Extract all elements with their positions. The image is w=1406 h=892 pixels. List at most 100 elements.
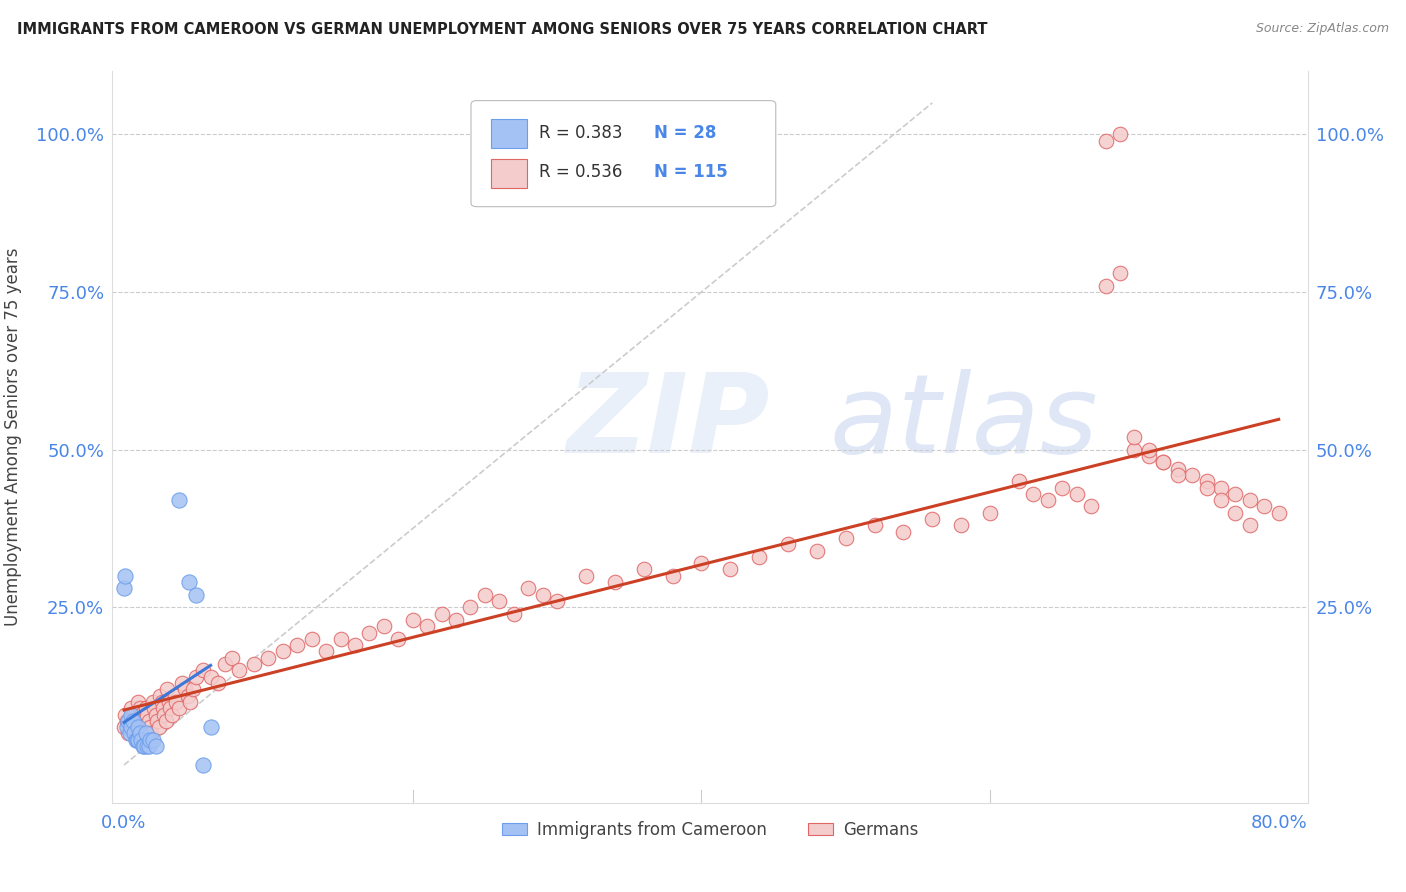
Point (181, 682, 204, 697)
FancyBboxPatch shape (491, 119, 527, 148)
Point (121, 707, 143, 722)
Point (921, 512, 943, 526)
Point (153, 707, 176, 722)
Point (138, 714, 160, 728)
Point (163, 689, 186, 703)
Point (1209, 481, 1232, 495)
Point (120, 720, 142, 734)
Point (186, 588, 208, 602)
Point (661, 569, 683, 583)
Point (343, 638, 366, 652)
Point (214, 657, 236, 671)
Point (1209, 493, 1232, 508)
Point (285, 638, 308, 652)
Point (243, 657, 266, 671)
Point (156, 682, 179, 697)
Point (134, 739, 156, 753)
Point (125, 726, 148, 740)
Point (1167, 461, 1189, 475)
Point (1195, 474, 1218, 488)
Legend: Immigrants from Cameroon, Germans: Immigrants from Cameroon, Germans (495, 814, 925, 846)
Point (221, 650, 243, 665)
Point (117, 726, 139, 740)
Point (315, 644, 337, 658)
Point (1080, 500, 1102, 514)
Point (165, 695, 187, 709)
Point (416, 619, 439, 633)
Point (160, 707, 183, 722)
Point (121, 714, 143, 728)
Point (531, 588, 554, 602)
Point (143, 701, 166, 715)
Point (142, 695, 165, 709)
Point (1137, 449, 1160, 463)
Text: atlas: atlas (830, 369, 1098, 476)
Point (112, 720, 135, 734)
Point (1123, 430, 1146, 444)
Point (177, 575, 200, 590)
Point (135, 726, 157, 740)
Point (228, 664, 250, 678)
Point (127, 732, 149, 747)
Point (167, 701, 190, 715)
Point (1050, 481, 1073, 495)
Text: N = 115: N = 115 (654, 163, 728, 181)
Point (979, 506, 1001, 520)
Point (117, 714, 139, 728)
Point (1036, 493, 1059, 508)
Point (806, 543, 828, 558)
Point (402, 613, 425, 627)
Point (132, 739, 155, 753)
Point (112, 582, 135, 596)
Point (834, 531, 856, 545)
Point (179, 695, 201, 709)
FancyBboxPatch shape (471, 101, 776, 207)
Point (1167, 467, 1189, 482)
Point (131, 707, 153, 722)
Point (132, 714, 155, 728)
Point (950, 518, 973, 533)
Point (207, 676, 229, 690)
Point (575, 569, 598, 583)
Point (387, 632, 409, 646)
Point (146, 714, 169, 728)
Point (125, 732, 148, 747)
Text: N = 28: N = 28 (654, 124, 716, 142)
Point (176, 689, 198, 703)
Point (502, 607, 524, 621)
Point (138, 739, 160, 753)
Point (1137, 442, 1160, 457)
Point (1152, 455, 1174, 469)
Point (155, 714, 177, 728)
Point (122, 714, 145, 728)
Point (301, 632, 323, 646)
Point (145, 739, 167, 753)
Point (170, 676, 193, 690)
Point (167, 493, 190, 508)
Point (1253, 500, 1275, 514)
Point (118, 726, 141, 740)
Point (139, 732, 162, 747)
Point (149, 689, 172, 703)
Point (114, 707, 136, 722)
Text: IMMIGRANTS FROM CAMEROON VS GERMAN UNEMPLOYMENT AMONG SENIORS OVER 75 YEARS CORR: IMMIGRANTS FROM CAMEROON VS GERMAN UNEMP… (17, 22, 987, 37)
Point (1022, 487, 1045, 501)
Point (129, 701, 152, 715)
Point (136, 707, 159, 722)
Point (200, 720, 222, 734)
Point (135, 701, 157, 715)
Point (136, 739, 159, 753)
Point (517, 582, 540, 596)
Point (124, 732, 146, 747)
Point (1267, 506, 1289, 520)
Point (193, 664, 215, 678)
Point (122, 726, 145, 740)
Point (893, 524, 915, 539)
Point (257, 650, 280, 665)
Point (1066, 487, 1088, 501)
Point (1195, 481, 1218, 495)
Point (1123, 442, 1146, 457)
Point (114, 569, 136, 583)
Point (152, 701, 174, 715)
Point (141, 726, 163, 740)
